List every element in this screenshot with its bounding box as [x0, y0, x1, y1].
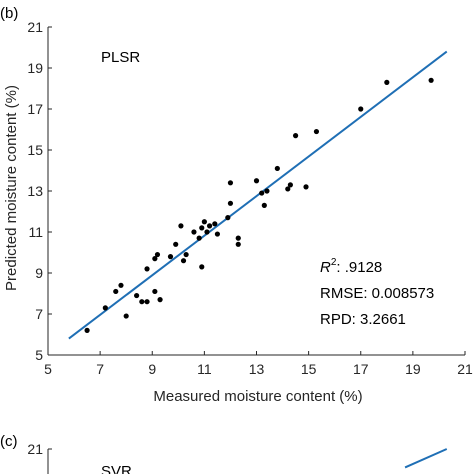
scatter-point	[134, 292, 140, 299]
y-tick-label-c: 21	[27, 441, 43, 457]
chart-panel-b: (b) 5 7 9 11 13 15 17 19 21 5 7 9 11 13 15 17 19 21 PLSR…	[0, 5, 473, 405]
y-tick-label-b: 11	[28, 224, 43, 240]
r2-symbol: R	[320, 259, 331, 276]
scatter-point	[201, 219, 207, 225]
scatter-point	[204, 229, 210, 235]
fit-line-b	[68, 50, 448, 340]
y-tick-label-b: 9	[35, 265, 43, 281]
scatter-point	[157, 297, 163, 303]
fit-line-group-c	[404, 448, 448, 469]
y-tick-label-b: 5	[35, 347, 43, 363]
scatter-point	[199, 225, 205, 231]
x-tick-label-b: 11	[197, 361, 212, 377]
scatter-point	[235, 241, 241, 247]
scatter-point	[261, 202, 267, 208]
chart-panel-c: (c) 21 SVR	[0, 433, 448, 474]
y-tick-label-b: 13	[27, 183, 43, 199]
scatter-point	[358, 106, 364, 112]
scatter-point	[118, 282, 124, 288]
scatter-point	[113, 288, 119, 295]
scatter-point	[264, 188, 270, 194]
y-tick-label-b: 19	[27, 60, 43, 76]
scatter-point	[287, 182, 293, 188]
scatter-point	[154, 251, 161, 258]
panel-label-c: (c)	[0, 433, 18, 450]
r2-annotation: R2: .9128	[320, 257, 382, 276]
scatter-point	[227, 180, 234, 186]
model-label-b: PLSR	[101, 49, 140, 66]
rmse-annotation: RMSE: 0.008573	[320, 285, 434, 302]
scatter-point	[144, 299, 150, 305]
y-tick-label-b: 7	[35, 306, 43, 322]
fit-line-c	[404, 448, 448, 469]
scatter-point	[259, 190, 265, 196]
y-tick-label-b: 21	[27, 19, 43, 35]
y-tick-labels-b: 5 7 9 11 13 15 17 19 21	[27, 19, 52, 363]
scatter-point	[152, 256, 158, 262]
scatter-point	[384, 79, 390, 85]
scatter-points-b	[84, 77, 434, 333]
x-tick-labels-b: 5 7 9 11 13 15 17 19 21	[44, 351, 473, 377]
scatter-point	[227, 200, 234, 206]
scatter-point	[292, 133, 299, 139]
x-tick-label-b: 9	[148, 361, 156, 377]
y-tick-label-b: 17	[27, 101, 43, 117]
r2-superscript: 2	[331, 257, 337, 268]
y-axis-title-b: Predicted moisture content (%)	[3, 85, 20, 291]
scatter-point	[191, 229, 197, 235]
x-tick-label-b: 15	[301, 361, 317, 377]
scatter-point	[199, 264, 205, 270]
scatter-point	[303, 184, 309, 190]
model-label-c: SVR	[101, 463, 132, 474]
x-tick-label-b: 21	[457, 361, 473, 377]
x-tick-label-b: 17	[353, 361, 369, 377]
scatter-point	[173, 241, 179, 247]
scatter-point	[152, 288, 158, 295]
scatter-point	[313, 128, 320, 135]
scatter-point	[183, 251, 189, 258]
x-tick-label-b: 5	[44, 361, 52, 377]
scatter-point	[225, 215, 231, 221]
scatter-point	[102, 305, 108, 311]
x-tick-label-b: 13	[249, 361, 265, 377]
x-tick-label-b: 7	[96, 361, 104, 377]
scatter-point	[178, 223, 184, 229]
r2-value: : .9128	[336, 259, 382, 276]
fit-line-group-b	[68, 50, 448, 340]
scatter-point	[285, 186, 291, 192]
x-tick-label-b: 19	[405, 361, 421, 377]
scatter-point	[167, 254, 174, 260]
scatter-point	[180, 258, 187, 264]
scatter-point	[235, 235, 241, 241]
scatter-point	[428, 77, 434, 83]
scatter-point	[196, 235, 202, 241]
scatter-point	[274, 165, 280, 172]
scatter-point	[253, 178, 260, 184]
scatter-point	[214, 231, 221, 237]
rpd-annotation: RPD: 3.2661	[320, 311, 406, 328]
scatter-point	[139, 299, 145, 305]
y-tick-labels-c: 21	[27, 441, 52, 457]
scatter-point	[206, 223, 213, 229]
x-axis-title-b: Measured moisture content (%)	[153, 388, 362, 405]
scatter-point	[144, 266, 150, 272]
y-tick-label-b: 15	[27, 142, 43, 158]
scatter-point	[84, 327, 90, 333]
scatter-point	[123, 313, 129, 319]
scatter-point	[212, 221, 218, 227]
panel-label-b: (b)	[0, 5, 18, 22]
